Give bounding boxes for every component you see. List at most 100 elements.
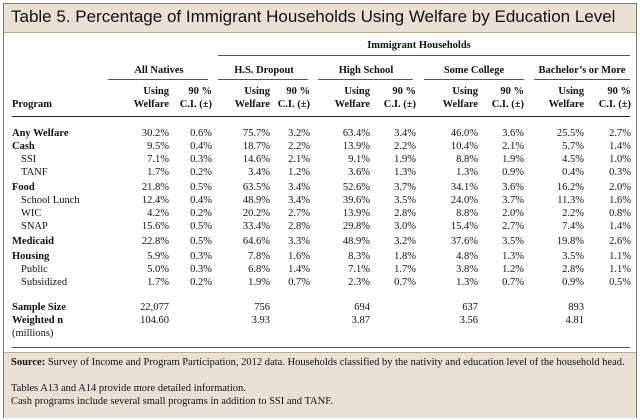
welfare-header: Welfare: [234, 99, 270, 110]
ci-unit-header: C.I. (±): [383, 99, 416, 110]
table-cell: 3.5%: [394, 195, 416, 206]
table-cell: 34.1%: [450, 182, 478, 193]
title-bar: Table 5. Percentage of Immigrant Househo…: [4, 4, 636, 33]
table-cell: 1.8%: [394, 251, 416, 262]
table-cell: 1.9%: [248, 277, 270, 288]
weighted-n-unit: (millions): [12, 328, 54, 339]
welfare-header: Welfare: [548, 99, 584, 110]
table-cell: 16.2%: [556, 182, 584, 193]
table-cell: 0.3%: [190, 264, 212, 275]
table-cell: 2.2%: [562, 208, 584, 219]
table-cell: 4.8%: [456, 251, 478, 262]
table-cell: 1.9%: [502, 154, 524, 165]
ci-header: 90 %: [500, 86, 524, 97]
table-cell: 14.6%: [242, 154, 270, 165]
col-group-rule-college: [424, 79, 524, 80]
ci-header: 90 %: [286, 86, 310, 97]
table-cell: 0.8%: [609, 208, 631, 219]
table-cell: 20.2%: [242, 208, 270, 219]
table-cell: 13.9%: [342, 208, 370, 219]
table-cell: 1.3%: [456, 277, 478, 288]
table-cell: 30.2%: [141, 128, 169, 139]
row-label: Subsidized: [21, 277, 68, 288]
table-cell: 0.3%: [609, 167, 631, 178]
table-cell: 3.8%: [456, 264, 478, 275]
table-cell: 4.2%: [147, 208, 169, 219]
table-cell: 12.4%: [141, 195, 169, 206]
column-group-header: Some College: [443, 65, 505, 76]
table-cell: 64.6%: [242, 236, 270, 247]
column-group-header: H.S. Dropout: [234, 65, 294, 76]
table-cell: 1.2%: [288, 167, 310, 178]
ci-unit-header: C.I. (±): [179, 99, 212, 110]
using-header: Using: [244, 86, 270, 97]
weighted-n-cell: 3.56: [459, 315, 478, 326]
table-cell: 0.3%: [190, 251, 212, 262]
table-cell: 1.1%: [609, 251, 631, 262]
table-cell: 63.5%: [242, 182, 270, 193]
table-cell: 1.9%: [394, 154, 416, 165]
table-cell: 0.9%: [502, 167, 524, 178]
column-group-header: Bachelor’s or More: [538, 65, 626, 76]
sample-size-cell: 694: [354, 302, 370, 313]
row-label: Public: [21, 264, 48, 275]
table-cell: 24.0%: [450, 195, 478, 206]
table-cell: 9.1%: [348, 154, 370, 165]
table-cell: 0.4%: [190, 141, 212, 152]
table-title: Table 5. Percentage of Immigrant Househo…: [11, 7, 616, 26]
table-cell: 3.4%: [394, 128, 416, 139]
ci-unit-header: C.I. (±): [491, 99, 524, 110]
table-cell: 15.4%: [450, 221, 478, 232]
table-cell: 3.0%: [394, 221, 416, 232]
table-cell: 8.8%: [456, 154, 478, 165]
using-header: Using: [143, 86, 169, 97]
ci-unit-header: C.I. (±): [277, 99, 310, 110]
table-cell: 21.8%: [141, 182, 169, 193]
row-label: SNAP: [21, 221, 48, 232]
note-cash: Cash programs include several small prog…: [11, 396, 333, 407]
table-cell: 0.6%: [190, 128, 212, 139]
table-cell: 4.5%: [562, 154, 584, 165]
table-cell: 2.3%: [348, 277, 370, 288]
row-label: School Lunch: [21, 195, 80, 206]
sample-size-cell: 756: [254, 302, 270, 313]
ci-header: 90 %: [188, 86, 212, 97]
table-cell: 6.8%: [248, 264, 270, 275]
table-cell: 8.8%: [456, 208, 478, 219]
table-cell: 1.3%: [502, 251, 524, 262]
source-note: Source: Survey of Income and Program Par…: [11, 357, 626, 370]
program-header: Program: [12, 99, 53, 110]
table-cell: 29.8%: [342, 221, 370, 232]
table-cell: 7.8%: [248, 251, 270, 262]
table-cell: 3.6%: [502, 182, 524, 193]
table-cell: 5.7%: [562, 141, 584, 152]
table-cell: 0.5%: [190, 221, 212, 232]
table-cell: 10.4%: [450, 141, 478, 152]
table-cell: 3.6%: [502, 128, 524, 139]
table-cell: 2.6%: [609, 236, 631, 247]
table-cell: 1.4%: [609, 141, 631, 152]
source-text: Survey of Income and Program Participati…: [45, 357, 625, 368]
table-bottom-rule: [12, 347, 630, 348]
table-cell: 25.5%: [556, 128, 584, 139]
table-cell: 1.1%: [609, 264, 631, 275]
table-cell: 19.8%: [556, 236, 584, 247]
table-cell: 0.7%: [502, 277, 524, 288]
table-cell: 1.6%: [288, 251, 310, 262]
table-cell: 1.3%: [456, 167, 478, 178]
table-cell: 3.5%: [502, 236, 524, 247]
sample-size-cell: 22,077: [140, 302, 169, 313]
table-cell: 18.7%: [242, 141, 270, 152]
table-cell: 2.1%: [502, 141, 524, 152]
table-cell: 37.6%: [450, 236, 478, 247]
table-cell: 0.2%: [190, 208, 212, 219]
using-header: Using: [452, 86, 478, 97]
table-cell: 3.4%: [288, 195, 310, 206]
table-cell: 3.7%: [502, 195, 524, 206]
table-cell: 1.2%: [502, 264, 524, 275]
row-label: TANF: [21, 167, 48, 178]
table-cell: 0.2%: [190, 167, 212, 178]
note-tables: Tables A13 and A14 provide more detailed…: [11, 383, 246, 394]
using-header: Using: [558, 86, 584, 97]
table-cell: 2.0%: [502, 208, 524, 219]
